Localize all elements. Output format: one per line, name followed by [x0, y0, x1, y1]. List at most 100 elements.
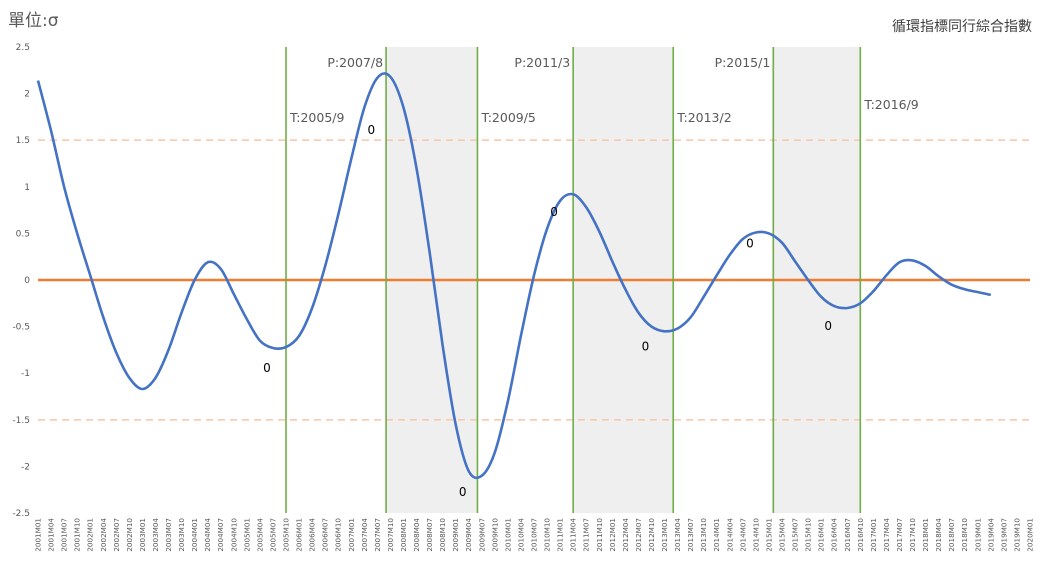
x-tick-label: 2002M01 [86, 518, 95, 552]
x-tick-label: 2008M10 [438, 518, 447, 552]
x-tick-label: 2017M04 [882, 518, 891, 552]
peak-label: P:2011/3 [514, 55, 570, 70]
x-tick-label: 2014M07 [738, 518, 747, 552]
y-tick-label: -2 [21, 462, 30, 472]
x-tick-label: 2019M10 [1012, 518, 1021, 552]
x-tick-label: 2009M07 [477, 518, 486, 552]
x-tick-label: 2015M07 [791, 518, 800, 552]
series-line [36, 72, 992, 480]
x-tick-label: 2009M04 [464, 518, 473, 552]
y-tick-label: 1 [24, 183, 30, 193]
x-tick-label: 2018M01 [921, 518, 930, 552]
x-tick-label: 2010M04 [516, 518, 525, 552]
x-tick-label: 2004M01 [190, 518, 199, 552]
x-tick-label: 2018M07 [947, 518, 956, 552]
x-tick-label: 2003M01 [138, 518, 147, 552]
x-tick-label: 2012M10 [647, 518, 656, 552]
point-label: 0 [824, 319, 832, 333]
x-tick-label: 2005M07 [268, 518, 277, 552]
x-tick-label: 2008M07 [425, 518, 434, 552]
x-tick-label: 2017M10 [908, 518, 917, 552]
point-labels: 0 0 0 0 0 0 0 [263, 123, 832, 499]
x-tick-label: 2019M04 [986, 518, 995, 552]
x-tick-label: 2011M10 [595, 518, 604, 552]
y-tick-label: -0.5 [12, 323, 30, 333]
x-tick-label: 2006M04 [308, 518, 317, 552]
y-axis-unit-label: 單位:σ [8, 11, 59, 31]
x-tick-label: 2006M10 [334, 518, 343, 552]
x-tick-label: 2017M07 [895, 518, 904, 552]
x-tick-label: 2013M07 [686, 518, 695, 552]
x-tick-label: 2012M01 [608, 518, 617, 552]
x-tick-label: 2001M01 [34, 518, 43, 552]
x-tick-label: 2006M07 [321, 518, 330, 552]
x-tick-label: 2003M10 [177, 518, 186, 552]
x-tick-label: 2020M01 [1026, 518, 1035, 552]
x-tick-label: 2001M07 [60, 518, 69, 552]
x-tick-label: 2001M10 [73, 518, 82, 552]
x-tick-label: 2016M01 [817, 518, 826, 552]
x-tick-label: 2008M01 [399, 518, 408, 552]
trough-label: T:2016/9 [863, 97, 918, 112]
y-tick-label: 1.5 [16, 136, 30, 146]
turning-point-labels: T:2005/9 P:2007/8 T:2009/5 P:2011/3 T:2013/2… [289, 55, 919, 125]
y-axis: 2.5 2 1.5 1 0.5 0 -0.5 -1 -1.5 -2 -2.5 [12, 43, 30, 519]
x-tick-label: 2012M07 [634, 518, 643, 552]
x-tick-label: 2014M01 [712, 518, 721, 552]
x-tick-label: 2004M07 [216, 518, 225, 552]
x-tick-label: 2011M07 [582, 518, 591, 552]
x-tick-label: 2005M01 [242, 518, 251, 552]
chart-title: 循環指標同行綜合指數 [892, 19, 1032, 35]
y-tick-label: 0.5 [16, 229, 30, 239]
x-tick-label: 2015M04 [778, 518, 787, 552]
x-tick-label: 2003M07 [164, 518, 173, 552]
x-tick-label: 2001M04 [47, 518, 56, 552]
x-tick-label: 2004M04 [203, 518, 212, 552]
x-tick-label: 2015M01 [764, 518, 773, 552]
y-tick-label: -1.5 [12, 416, 30, 426]
y-tick-label: 0 [24, 276, 30, 286]
x-tick-label: 2007M07 [373, 518, 382, 552]
x-tick-label: 2011M04 [569, 518, 578, 552]
point-label: 0 [368, 123, 376, 137]
x-tick-label: 2008M04 [412, 518, 421, 552]
x-tick-label: 2017M01 [869, 518, 878, 552]
x-tick-label: 2002M07 [112, 518, 121, 552]
series [36, 72, 992, 480]
x-tick-label: 2007M01 [347, 518, 356, 552]
x-tick-label: 2007M04 [360, 518, 369, 552]
x-tick-label: 2005M04 [255, 518, 264, 552]
point-label: 0 [642, 340, 650, 354]
x-tick-label: 2014M10 [751, 518, 760, 552]
x-tick-label: 2005M10 [282, 518, 291, 552]
x-tick-label: 2011M01 [556, 518, 565, 552]
point-label: 0 [746, 236, 754, 250]
x-tick-label: 2002M10 [125, 518, 134, 552]
point-label: 0 [263, 361, 271, 375]
peak-label: P:2015/1 [715, 55, 771, 70]
x-tick-label: 2018M10 [960, 518, 969, 552]
turning-point-lines [285, 47, 862, 513]
x-tick-label: 2004M10 [229, 518, 238, 552]
x-tick-label: 2013M04 [673, 518, 682, 552]
y-tick-label: 2 [24, 90, 30, 100]
x-tick-label: 2007M10 [386, 518, 395, 552]
x-tick-label: 2010M10 [543, 518, 552, 552]
x-tick-label: 2019M01 [973, 518, 982, 552]
x-axis: 2001M01 2001M04 2001M07 2001M10 2002M01 2002M… [34, 518, 1035, 552]
x-tick-label: 2016M04 [830, 518, 839, 552]
y-tick-label: -2.5 [12, 509, 30, 519]
y-tick-label: 2.5 [16, 43, 30, 53]
point-label: 0 [459, 485, 467, 499]
x-tick-label: 2018M04 [934, 518, 943, 552]
point-label: 0 [550, 205, 558, 219]
x-tick-label: 2006M01 [295, 518, 304, 552]
x-tick-label: 2010M01 [503, 518, 512, 552]
trough-label: T:2005/9 [289, 110, 344, 125]
x-tick-label: 2013M10 [699, 518, 708, 552]
x-tick-label: 2016M10 [856, 518, 865, 552]
x-tick-label: 2003M04 [151, 518, 160, 552]
y-tick-label: -1 [21, 369, 30, 379]
x-tick-label: 2013M01 [660, 518, 669, 552]
